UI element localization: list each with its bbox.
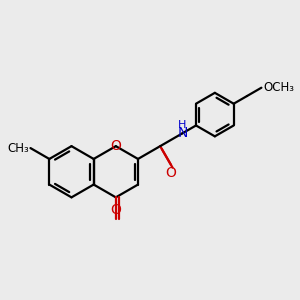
- Text: CH₃: CH₃: [7, 142, 29, 154]
- Text: OCH₃: OCH₃: [263, 81, 294, 94]
- Text: O: O: [166, 167, 176, 180]
- Text: O: O: [110, 139, 121, 153]
- Text: H: H: [178, 120, 187, 130]
- Text: N: N: [177, 126, 188, 140]
- Text: O: O: [110, 203, 121, 218]
